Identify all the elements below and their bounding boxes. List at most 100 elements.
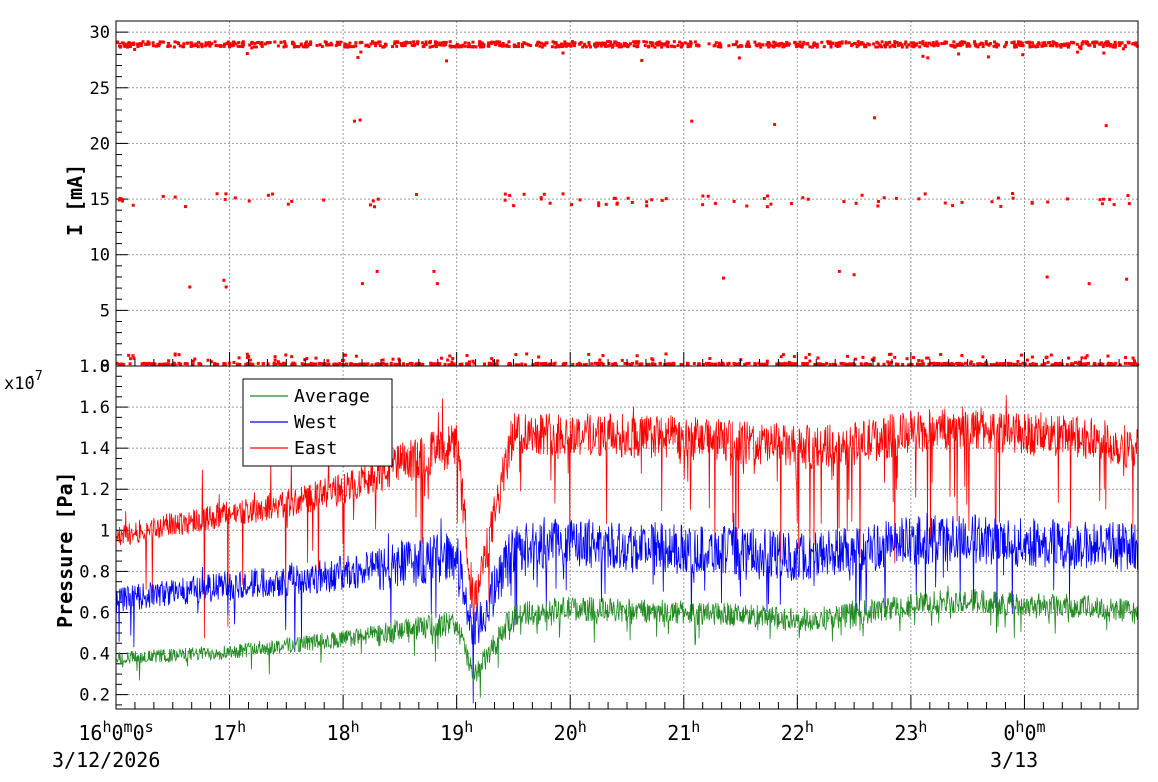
current-point — [842, 362, 846, 366]
current-point — [278, 362, 282, 366]
current-point — [713, 43, 717, 47]
time-tick-part: 19 — [440, 721, 464, 745]
current-point — [571, 42, 575, 46]
current-point — [127, 353, 131, 357]
current-point — [241, 43, 245, 47]
current-point — [706, 194, 710, 198]
current-point — [554, 45, 558, 49]
current-point — [131, 42, 135, 46]
current-point — [1084, 362, 1088, 366]
current-point — [1043, 362, 1047, 366]
current-point — [1108, 197, 1112, 201]
current-point — [424, 42, 428, 46]
current-point — [406, 41, 410, 45]
current-point — [918, 41, 922, 45]
current-point — [430, 363, 434, 367]
current-point — [766, 194, 770, 198]
current-point — [404, 42, 408, 46]
current-point — [491, 40, 495, 44]
current-point — [984, 40, 988, 44]
current-point — [806, 197, 810, 201]
current-point — [993, 40, 997, 44]
current-point — [119, 362, 123, 366]
current-point — [960, 40, 964, 44]
current-point — [983, 363, 987, 367]
current-point — [465, 353, 469, 357]
current-point — [284, 44, 288, 48]
current-point — [581, 45, 585, 49]
current-point — [999, 204, 1003, 208]
current-point — [471, 359, 475, 363]
current-point — [375, 269, 379, 273]
current-point — [305, 356, 309, 360]
current-point — [973, 40, 977, 44]
current-point — [173, 353, 177, 357]
current-point — [145, 362, 149, 366]
current-point — [775, 362, 779, 366]
current-point — [213, 40, 217, 44]
current-point — [891, 43, 895, 47]
current-point — [950, 44, 954, 48]
current-point — [224, 285, 228, 289]
current-point — [416, 40, 420, 44]
current-point — [731, 43, 735, 47]
current-point — [645, 40, 649, 44]
current-point — [354, 41, 358, 45]
current-point — [878, 43, 882, 47]
current-point — [1014, 43, 1018, 47]
current-point — [293, 44, 297, 48]
current-point — [448, 44, 452, 48]
current-point — [847, 41, 851, 45]
current-point — [1058, 361, 1062, 365]
current-point — [524, 42, 528, 46]
current-point — [412, 40, 416, 44]
current-point — [1123, 361, 1127, 365]
current-point — [816, 362, 820, 366]
current-point — [1085, 354, 1089, 358]
current-point — [866, 42, 870, 46]
current-point — [873, 116, 877, 120]
current-point — [222, 44, 226, 48]
current-point — [132, 356, 136, 360]
current-point — [545, 41, 549, 45]
current-point — [988, 42, 992, 46]
current-point — [802, 362, 806, 366]
current-point — [490, 357, 494, 361]
current-point — [990, 200, 994, 204]
current-point — [835, 43, 839, 47]
current-point — [743, 362, 747, 366]
current-point — [583, 42, 587, 46]
current-point — [188, 285, 192, 289]
current-point — [646, 362, 650, 366]
current-point — [974, 43, 978, 47]
current-point — [963, 361, 967, 365]
current-point — [912, 41, 916, 45]
current-point — [564, 361, 568, 365]
current-point — [200, 45, 204, 49]
current-point — [145, 42, 149, 46]
current-point — [606, 44, 610, 48]
current-point — [1004, 40, 1008, 44]
current-point — [333, 362, 337, 366]
current-point — [182, 42, 186, 46]
current-point — [900, 45, 904, 49]
current-point — [856, 43, 860, 47]
current-point — [893, 355, 897, 359]
current-point — [120, 41, 124, 45]
current-point — [467, 360, 471, 364]
current-point — [604, 44, 608, 48]
current-point — [1014, 363, 1018, 367]
current-point — [126, 42, 130, 46]
current-point — [593, 361, 597, 365]
current-point — [1012, 362, 1016, 366]
current-point — [950, 361, 954, 365]
current-point — [539, 362, 543, 366]
current-point — [1114, 43, 1118, 47]
current-point — [374, 363, 378, 367]
current-point — [314, 356, 318, 360]
current-point — [245, 52, 249, 56]
current-point — [921, 362, 925, 366]
current-point — [837, 269, 841, 273]
current-point — [707, 42, 711, 46]
current-point — [721, 361, 725, 365]
